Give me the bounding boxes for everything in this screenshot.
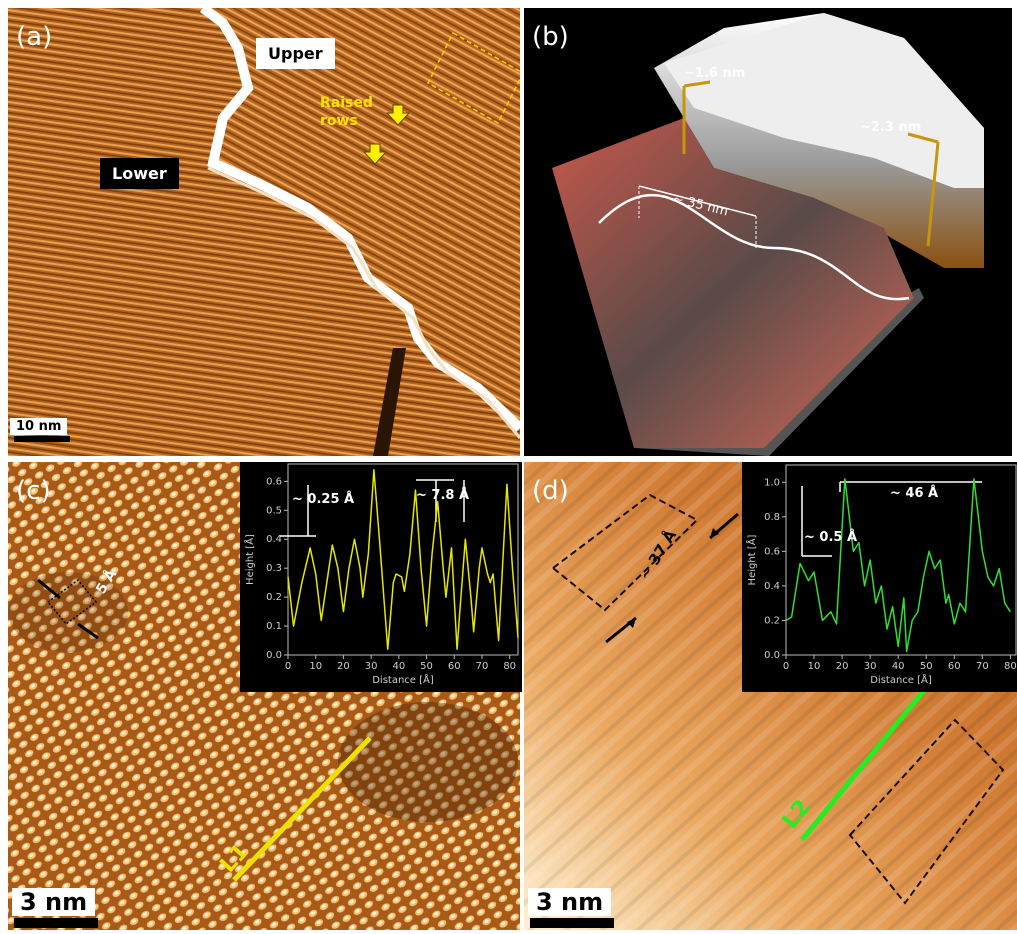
- x-tick-label: 50: [420, 661, 433, 672]
- panel-label: (a): [16, 22, 52, 52]
- annotation: ~ 0.25 Å: [292, 492, 354, 507]
- profile-line: [786, 479, 1010, 652]
- x-tick-label: 50: [920, 661, 933, 672]
- x-tick-label: 40: [392, 661, 405, 672]
- y-tick-label: 0.2: [764, 615, 780, 626]
- x-tick-label: 60: [948, 661, 961, 672]
- y-tick-label: 0.4: [266, 534, 282, 545]
- annotation: ~1.6 nm: [684, 66, 745, 81]
- x-tick-label: 80: [503, 661, 516, 672]
- stm-3d-image: [524, 8, 1012, 456]
- profile-chart: 0.0 0.2 0.4 0.6 0.8 1.0 0 10 20 30 40 50 60 70 80 Dista…: [742, 462, 1017, 692]
- y-tick-label: 0.3: [266, 563, 282, 574]
- profile-inset: 0.0 0.2 0.4 0.6 0.8 1.0 0 10 20 30 40 50 60 70 80 Dista…: [742, 462, 1017, 692]
- stm-image: [8, 8, 520, 456]
- y-tick-label: 0.8: [764, 512, 780, 523]
- y-tick-label: 1.0: [764, 477, 780, 488]
- x-tick-label: 20: [836, 661, 849, 672]
- annotation: ~2.3 nm: [860, 120, 921, 135]
- x-axis-label: Distance [Å]: [372, 673, 434, 686]
- profile-chart: 0.0 0.1 0.2 0.3 0.4 0.5 0.6 0 10 20 30 40 50 60 70 80 Di…: [240, 462, 522, 692]
- scale-bar-label: 3 nm: [12, 888, 95, 916]
- region-label: Upper: [256, 38, 335, 69]
- annotation: ~ 46 Å: [890, 486, 938, 501]
- annotation: Raised rows: [320, 94, 380, 130]
- y-axis-label: Height [Å]: [243, 534, 256, 585]
- x-tick-label: 60: [448, 661, 461, 672]
- x-tick-label: 70: [476, 661, 489, 672]
- y-tick-label: 0.0: [266, 650, 282, 661]
- panel-label: (b): [532, 22, 569, 52]
- y-tick-label: 0.0: [764, 650, 780, 661]
- annotation: ~ 7.8 Å: [416, 488, 469, 503]
- y-tick-label: 0.4: [764, 581, 780, 592]
- y-tick-label: 0.6: [266, 476, 282, 487]
- panel-label: (c): [16, 476, 51, 506]
- panel-b: (b) ~1.6 nm ~2.3 nm ~ 35 nm: [524, 8, 1012, 456]
- region-label: Lower: [100, 158, 179, 189]
- scale-bar-label: 10 nm: [10, 418, 67, 435]
- x-tick-label: 70: [976, 661, 989, 672]
- page: (a) Upper Lower Raised rows 10 nm (b) ~1…: [0, 0, 1017, 934]
- x-tick-label: 30: [864, 661, 877, 672]
- annotation: ~ 0.5 Å: [804, 530, 857, 545]
- x-tick-label: 10: [309, 661, 322, 672]
- x-tick-label: 0: [783, 661, 789, 672]
- x-tick-label: 80: [1004, 661, 1017, 672]
- x-axis-label: Distance [Å]: [870, 673, 932, 686]
- y-tick-label: 0.6: [764, 546, 780, 557]
- panel-label: (d): [532, 476, 569, 506]
- x-tick-label: 40: [892, 661, 905, 672]
- y-tick-label: 0.1: [266, 621, 282, 632]
- panel-a: (a) Upper Lower Raised rows 10 nm: [8, 8, 520, 456]
- scale-bar-label: 3 nm: [528, 888, 611, 916]
- x-tick-label: 20: [337, 661, 350, 672]
- x-tick-label: 0: [285, 661, 291, 672]
- y-axis-label: Height [Å]: [745, 534, 758, 585]
- x-tick-label: 30: [365, 661, 378, 672]
- profile-inset: 0.0 0.1 0.2 0.3 0.4 0.5 0.6 0 10 20 30 40 50 60 70 80 Di…: [240, 462, 522, 692]
- y-tick-label: 0.5: [266, 505, 282, 516]
- y-tick-label: 0.2: [266, 592, 282, 603]
- x-tick-label: 10: [808, 661, 821, 672]
